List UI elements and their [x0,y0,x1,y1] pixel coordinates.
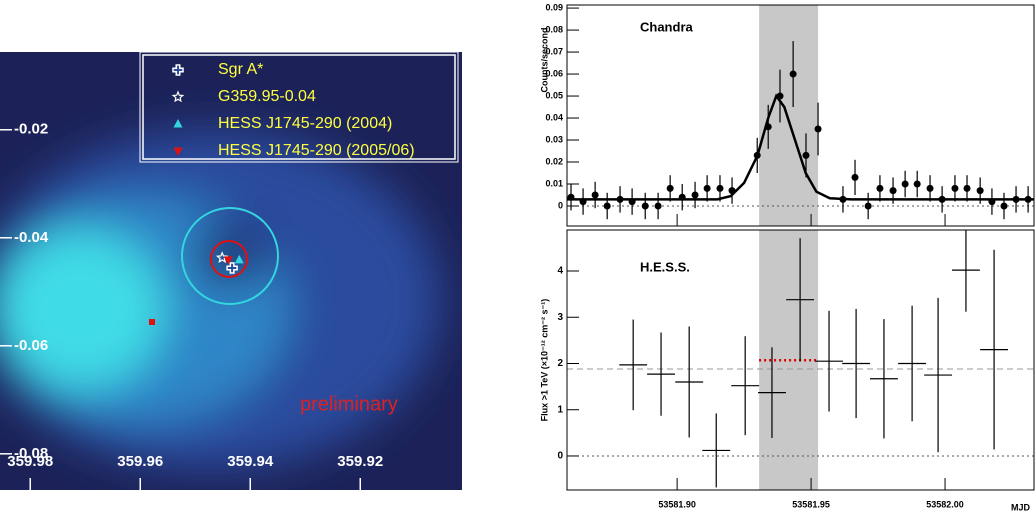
y-tick-label: 3 [557,312,563,323]
annotation: preliminary [300,393,398,415]
x-tick-label: 53581.90 [658,499,696,509]
point [865,202,872,209]
x-tick-label: 359.94 [227,453,274,470]
point [927,185,934,192]
y-tick-label: 0.01 [545,178,563,188]
y-tick-label: 4 [557,266,563,277]
y-axis-label: Flux >1 TeV (×10⁻¹² cm⁻² s⁻¹) [539,299,549,422]
legend-label: HESS J1745-290 (2004) [218,115,392,132]
point [716,185,723,192]
point [902,180,909,187]
x-tick-label: 359.92 [337,453,383,470]
point [852,174,859,181]
point [890,187,897,194]
point [704,185,711,192]
point [1000,202,1007,209]
point [802,152,809,159]
y-tick-label: -0.02 [14,121,48,138]
legend-label: Sgr A* [218,61,263,78]
point [667,185,674,192]
point [790,71,797,78]
y-tick-label: 0.03 [545,134,563,144]
point [876,185,883,192]
panel-label: H.E.S.S. [640,259,690,274]
plot-area [567,5,1034,226]
plot-area [567,228,1034,490]
panel-label: Chandra [640,19,694,34]
point [642,202,649,209]
x-tick-label: 53582.00 [926,499,964,509]
y-tick-label: -0.06 [14,337,48,354]
y-axis-label: Counts/second [539,27,549,92]
x-tick-label: 53581.95 [792,499,830,509]
legend-label: HESS J1745-290 (2005/06) [218,142,415,159]
point [592,191,599,198]
point [692,191,699,198]
legend-label: G359.95-0.04 [218,88,316,105]
point [951,185,958,192]
point [964,185,971,192]
point [977,187,984,194]
y-tick-label: 0 [558,200,563,210]
light-curves: 00.010.020.030.040.050.060.070.080.09Cha… [539,2,1034,512]
point [604,202,611,209]
point [815,126,822,133]
x-tick-label: 359.96 [117,453,163,470]
y-tick-label: 0.02 [545,156,563,166]
y-tick-label: 2 [557,358,563,369]
point [914,180,921,187]
y-tick-label: 0 [557,451,563,462]
y-tick-label: 1 [557,404,563,415]
y-tick-label: 0.04 [545,112,563,122]
figure: -0.08-0.06-0.04-0.02359.98359.96359.9435… [0,0,1036,523]
point [655,202,662,209]
x-axis-label: MJD [1011,502,1031,512]
x-tick-label: 359.98 [7,453,53,470]
y-tick-label: -0.04 [14,229,49,246]
y-tick-label: 0.09 [545,2,563,12]
